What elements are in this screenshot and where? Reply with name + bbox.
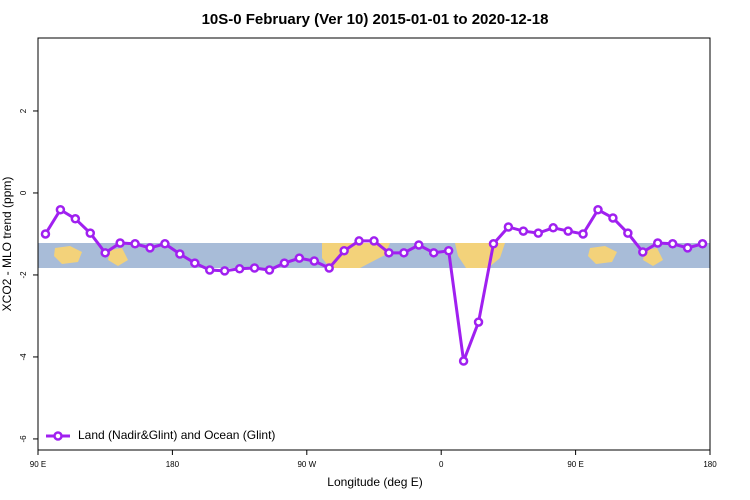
data-point (234, 264, 245, 274)
data-point (175, 249, 185, 259)
data-point (473, 317, 484, 327)
x-tick-label: 180 (166, 460, 180, 469)
data-point (324, 263, 334, 273)
x-tick-label: 90 W (297, 460, 316, 469)
data-point (518, 226, 529, 236)
data-point (548, 223, 558, 233)
y-tick-label: 0 (19, 190, 28, 195)
plot-frame (37, 37, 711, 451)
data-point (697, 239, 708, 249)
data-line (44, 207, 703, 362)
y-tick-label: -6 (19, 435, 28, 443)
legend-label: Land (Nadir&Glint) and Ocean (Glint) (78, 428, 275, 442)
data-point (384, 248, 394, 258)
data-point (458, 356, 469, 366)
y-tick-label: -4 (19, 353, 28, 361)
data-point (682, 243, 693, 253)
data-point (70, 214, 81, 224)
data-point (354, 236, 364, 246)
data-point (100, 248, 110, 258)
data-point (503, 222, 514, 232)
data-point (623, 228, 633, 238)
data-point (294, 253, 305, 263)
data-point (593, 205, 603, 215)
data-point (85, 228, 96, 238)
x-tick-label: 0 (439, 460, 444, 469)
data-point (145, 243, 155, 253)
data-point (115, 238, 125, 248)
data-point (249, 263, 260, 273)
data-point (339, 246, 349, 256)
x-axis-label: Longitude (deg E) (327, 475, 422, 489)
data-point (160, 239, 170, 249)
map-strip (38, 243, 710, 268)
data-point (399, 248, 409, 258)
data-point (264, 265, 275, 275)
data-point (279, 258, 290, 268)
data-point (40, 229, 51, 239)
data-point (488, 239, 499, 249)
data-point (578, 229, 588, 239)
data-point (667, 239, 678, 249)
x-tick-label: 180 (703, 460, 717, 469)
data-point (190, 258, 200, 268)
data-point (652, 238, 663, 248)
data-point (443, 246, 454, 256)
data-point (414, 240, 424, 250)
data-point (563, 226, 573, 236)
data-point (608, 213, 618, 223)
data-point (204, 265, 215, 275)
x-tick-label: 90 E (567, 460, 583, 469)
data-point (130, 239, 140, 249)
data-point (533, 228, 544, 238)
x-tick-label: 90 E (30, 460, 46, 469)
data-point (638, 247, 648, 257)
data-point (219, 266, 230, 276)
legend-marker (53, 431, 63, 441)
y-tick-label: -2 (19, 271, 28, 279)
y-tick-label: 2 (19, 108, 28, 113)
data-point (369, 236, 379, 246)
chart-title: 10S-0 February (Ver 10) 2015-01-01 to 20… (202, 11, 549, 28)
data-point (428, 248, 439, 258)
y-axis-label: XCO2 - MLO trend (ppm) (0, 177, 14, 312)
data-point (309, 256, 320, 266)
data-point (55, 205, 66, 215)
